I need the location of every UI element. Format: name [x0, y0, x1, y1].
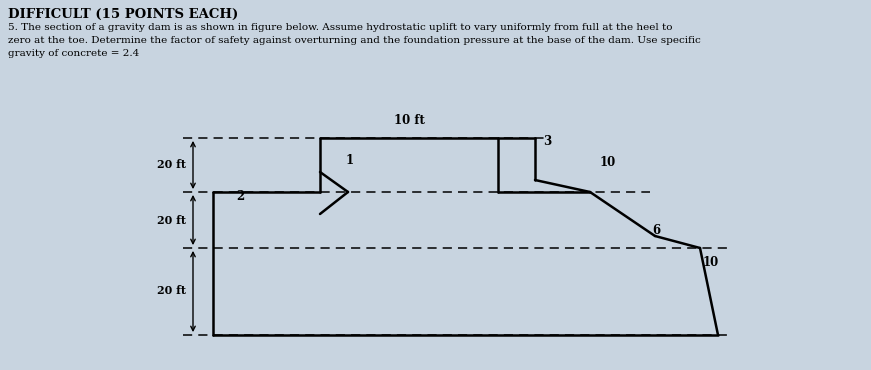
Text: 10: 10	[703, 256, 719, 269]
Text: 10 ft: 10 ft	[394, 114, 424, 127]
Text: 20 ft: 20 ft	[157, 159, 186, 171]
Text: 6: 6	[652, 224, 660, 237]
Text: 1: 1	[346, 154, 354, 166]
Text: 20 ft: 20 ft	[157, 286, 186, 296]
Text: gravity of concrete = 2.4: gravity of concrete = 2.4	[8, 49, 139, 58]
Text: 10: 10	[600, 157, 617, 169]
Text: zero at the toe. Determine the factor of safety against overturning and the foun: zero at the toe. Determine the factor of…	[8, 36, 701, 45]
Text: 5. The section of a gravity dam is as shown in figure below. Assume hydrostatic : 5. The section of a gravity dam is as sh…	[8, 23, 672, 32]
Text: 3: 3	[543, 135, 551, 148]
Text: DIFFICULT (15 POINTS EACH): DIFFICULT (15 POINTS EACH)	[8, 8, 239, 21]
Text: 20 ft: 20 ft	[157, 215, 186, 225]
Text: 2: 2	[236, 191, 244, 204]
